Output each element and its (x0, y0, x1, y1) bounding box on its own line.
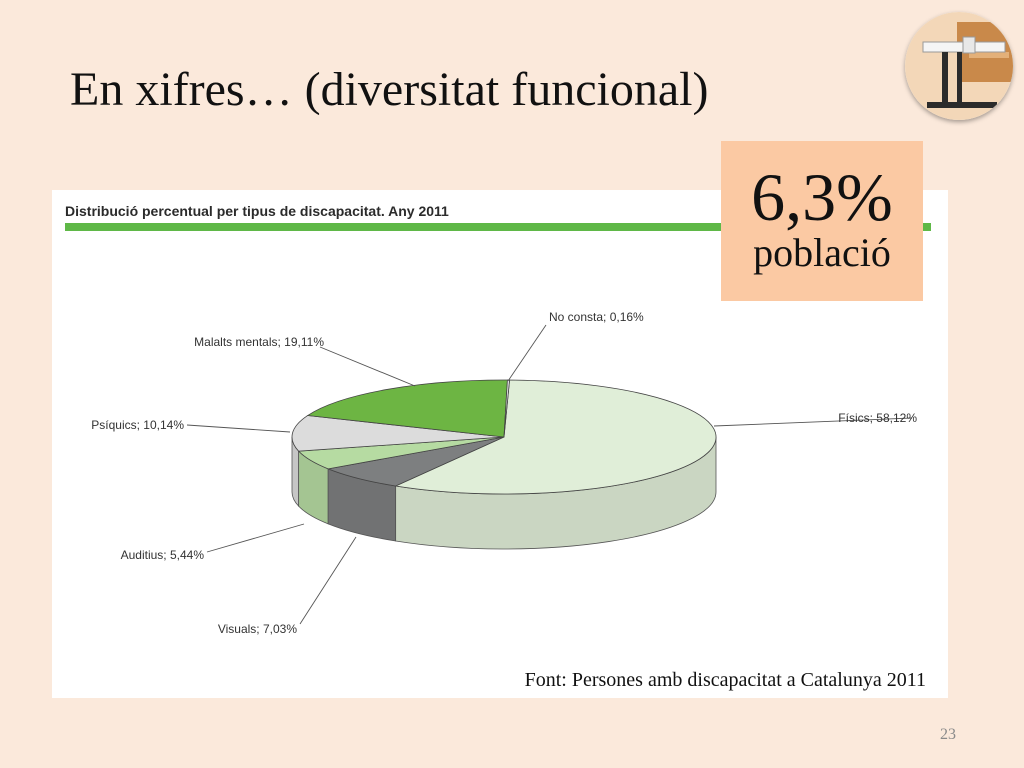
leader-line-4 (319, 346, 416, 387)
stat-box: 6,3% població (721, 141, 923, 301)
slice-label-2: Auditius; 5,44% (121, 548, 205, 562)
source-note: Font: Persones amb discapacitat a Catalu… (524, 669, 926, 691)
chart-title-rule (65, 223, 931, 231)
pie-chart: Físics; 58,12% Visuals; 7,03% Auditius; 5,… (91, 310, 917, 636)
stat-label: població (753, 230, 891, 275)
leader-line-5 (507, 324, 547, 382)
stat-value: 6,3% (751, 159, 893, 235)
slice-label-4: Malalts mentals; 19,11% (194, 335, 324, 349)
leader-line-0 (713, 417, 913, 427)
lectern-icon (905, 12, 1013, 120)
slice-label-5: No consta; 0,16% (549, 310, 644, 324)
pie-slice-0 (394, 379, 717, 495)
pie-slice-3 (291, 415, 505, 452)
slice-label-3: Psíquics; 10,14% (91, 418, 184, 432)
slide-title: En xifres… (diversitat funcional) (70, 63, 709, 116)
slice-label-1: Visuals; 7,03% (218, 622, 297, 636)
page-number: 23 (940, 726, 956, 743)
leader-line-1 (299, 536, 357, 625)
leader-line-3 (186, 424, 291, 433)
slice-label-0: Físics; 58,12% (838, 411, 917, 425)
leader-line-2 (206, 523, 305, 553)
chart-title: Distribució percentual per tipus de disc… (65, 203, 449, 219)
pie-slice-4 (306, 379, 508, 438)
